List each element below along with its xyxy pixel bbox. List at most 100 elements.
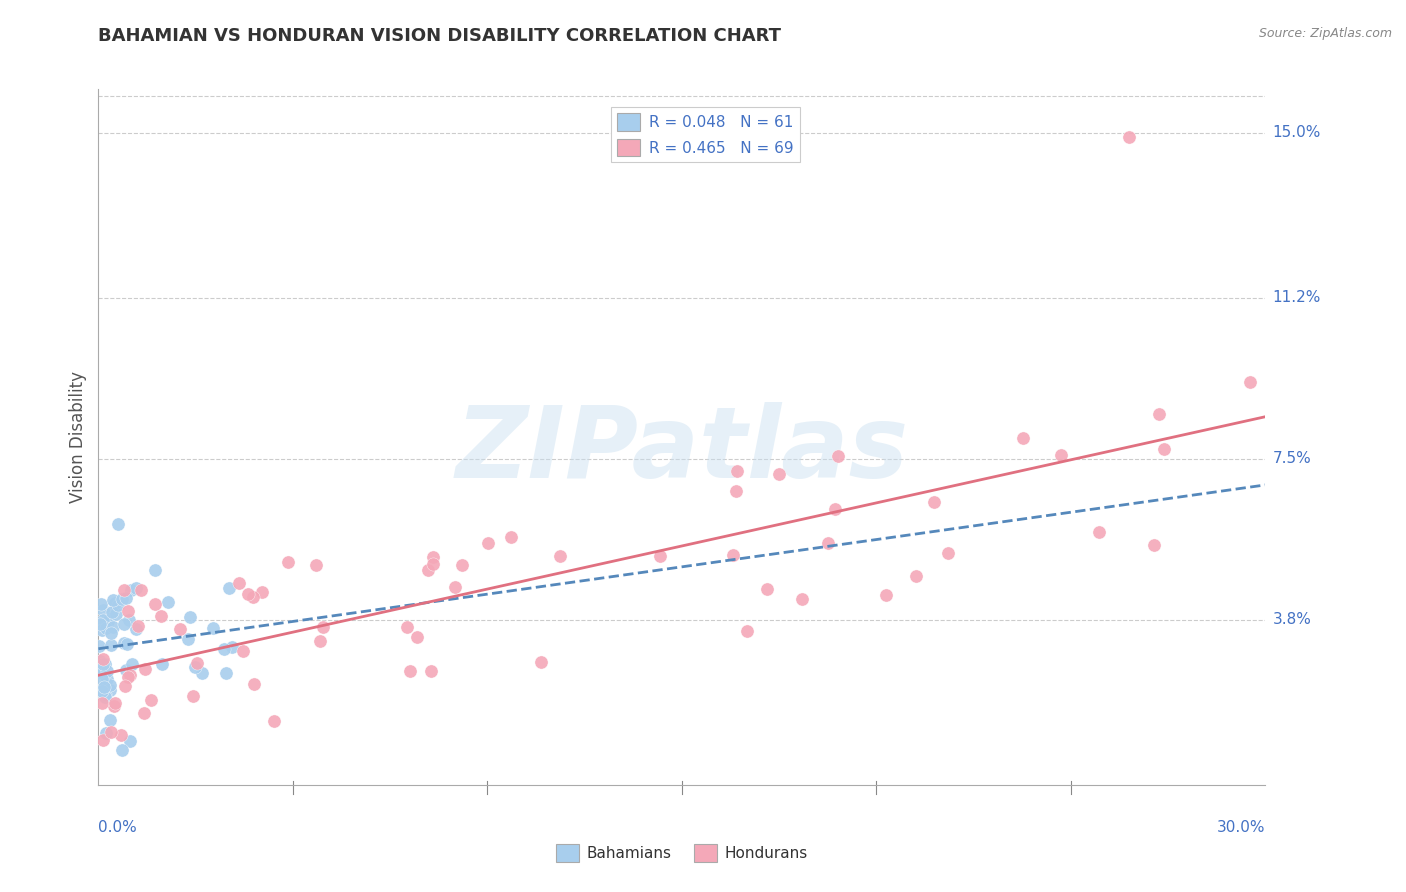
Point [242, 590, 264, 604]
Point [91, 732, 114, 747]
Point [308, 633, 330, 648]
Point [87, 665, 110, 679]
Point [125, 581, 148, 595]
Point [422, 557, 444, 571]
Point [110, 728, 132, 742]
Point [111, 743, 134, 757]
Point [97, 614, 120, 628]
Point [184, 660, 207, 674]
Point [721, 548, 744, 562]
Point [114, 591, 136, 605]
Point [312, 620, 335, 634]
Point [250, 584, 273, 599]
Point [118, 734, 141, 748]
Point [134, 662, 156, 676]
Point [101, 606, 124, 620]
Point [904, 568, 927, 582]
Text: 3.8%: 3.8% [1272, 612, 1312, 627]
Point [90, 597, 112, 611]
Point [724, 483, 747, 498]
Point [150, 608, 173, 623]
Point [112, 583, 135, 598]
Point [121, 582, 143, 597]
Legend: Bahamians, Hondurans: Bahamians, Hondurans [550, 838, 814, 868]
Text: 7.5%: 7.5% [1272, 451, 1312, 467]
Point [89, 654, 111, 668]
Point [117, 604, 139, 618]
Point [118, 667, 141, 681]
Point [499, 530, 522, 544]
Point [232, 644, 254, 658]
Point [1049, 448, 1071, 462]
Point [145, 597, 167, 611]
Point [305, 558, 328, 573]
Point [201, 621, 224, 635]
Point [90, 624, 112, 638]
Point [90, 684, 112, 698]
Point [91, 672, 114, 686]
Text: BAHAMIAN VS HONDURAN VISION DISABILITY CORRELATION CHART: BAHAMIAN VS HONDURAN VISION DISABILITY C… [98, 27, 782, 45]
Point [277, 555, 299, 569]
Point [156, 594, 179, 608]
Point [111, 592, 134, 607]
Point [477, 536, 499, 550]
Point [243, 677, 266, 691]
Text: 11.2%: 11.2% [1272, 291, 1320, 305]
Point [101, 593, 124, 607]
Point [190, 665, 212, 680]
Point [96, 664, 118, 678]
Point [103, 699, 125, 714]
Point [96, 726, 118, 740]
Point [395, 620, 418, 634]
Point [450, 558, 472, 573]
Point [100, 638, 122, 652]
Point [114, 679, 136, 693]
Point [127, 619, 149, 633]
Point [768, 467, 790, 481]
Point [181, 689, 204, 703]
Point [398, 664, 420, 678]
Point [107, 516, 129, 531]
Point [824, 502, 846, 516]
Point [91, 603, 114, 617]
Point [218, 581, 240, 595]
Point [91, 652, 114, 666]
Point [118, 613, 141, 627]
Point [91, 657, 114, 671]
Point [827, 450, 849, 464]
Point [179, 609, 201, 624]
Point [422, 550, 444, 565]
Point [214, 642, 236, 657]
Point [169, 623, 191, 637]
Text: 30.0%: 30.0% [1218, 820, 1265, 835]
Point [129, 583, 152, 598]
Point [790, 592, 813, 607]
Point [1118, 130, 1140, 145]
Point [420, 664, 443, 678]
Y-axis label: Vision Disability: Vision Disability [69, 371, 87, 503]
Point [93, 690, 115, 705]
Point [143, 563, 166, 577]
Point [186, 657, 208, 671]
Point [936, 546, 959, 560]
Point [112, 617, 135, 632]
Point [100, 626, 122, 640]
Point [112, 636, 135, 650]
Point [177, 632, 200, 647]
Point [98, 677, 121, 691]
Point [1153, 442, 1175, 456]
Point [141, 693, 163, 707]
Point [91, 696, 114, 710]
Point [1012, 432, 1035, 446]
Point [103, 620, 125, 634]
Point [115, 663, 138, 677]
Point [115, 637, 138, 651]
Point [125, 622, 148, 636]
Point [650, 549, 672, 563]
Point [89, 617, 111, 632]
Point [817, 536, 839, 550]
Point [444, 580, 467, 594]
Text: 15.0%: 15.0% [1272, 125, 1320, 140]
Point [152, 657, 174, 671]
Point [94, 687, 117, 701]
